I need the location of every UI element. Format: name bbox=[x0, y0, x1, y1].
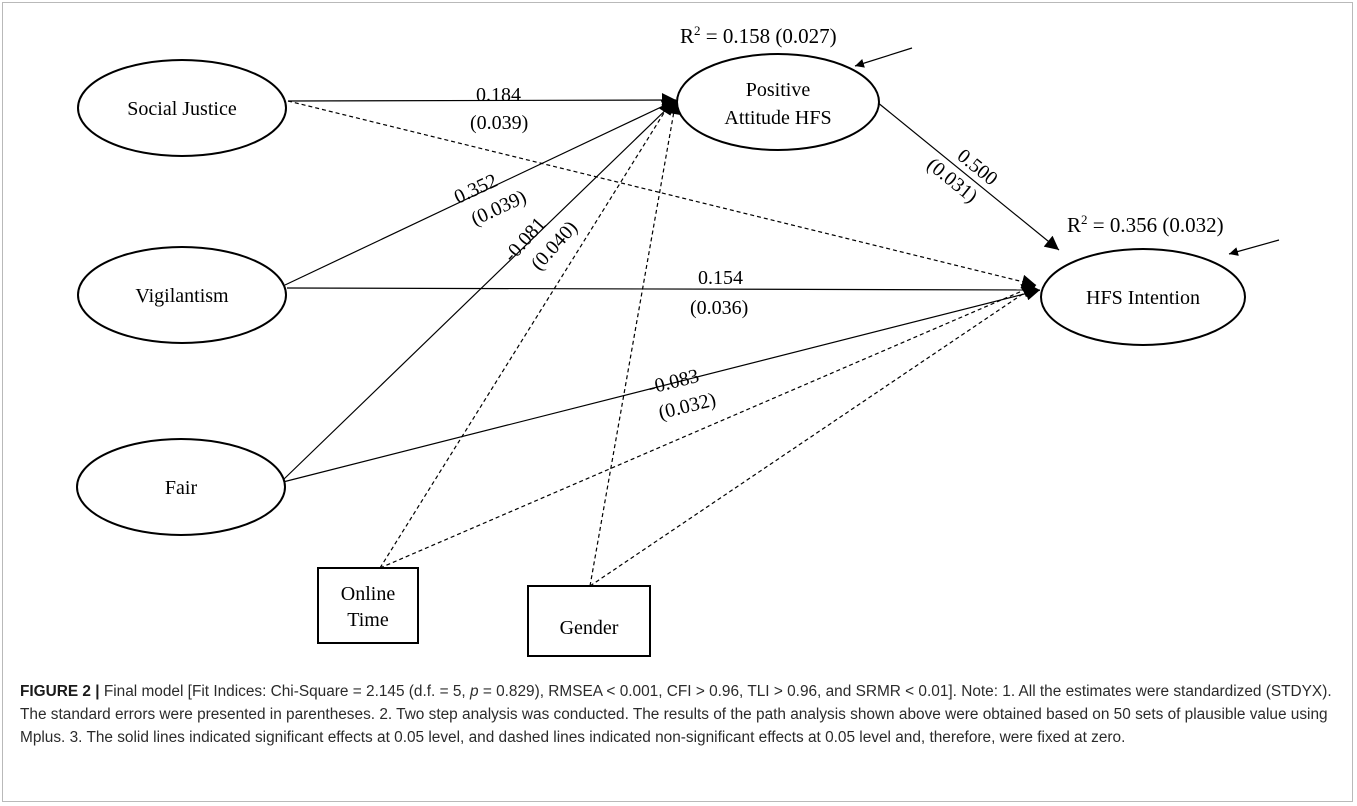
node-online-time-label-1: Online bbox=[341, 583, 396, 605]
se-social-to-attitude: (0.039) bbox=[470, 112, 528, 134]
path-diagram: Social Justice Vigilantism Fair Positive… bbox=[76, 23, 1280, 657]
residual-attitude-arrow bbox=[854, 47, 913, 68]
label-vigil-to-attitude: 0.352 (0.039) bbox=[451, 170, 530, 231]
r2-hfs-intention-value: = 0.356 (0.032) bbox=[1088, 213, 1224, 237]
node-hfs-intention-label: HFS Intention bbox=[1086, 287, 1200, 309]
node-gender bbox=[527, 585, 651, 657]
node-fair bbox=[76, 438, 286, 536]
node-vigilantism-label: Vigilantism bbox=[135, 285, 229, 307]
path-online-to-attitude bbox=[379, 99, 673, 569]
caption-p-symbol: p bbox=[469, 683, 479, 700]
node-positive-attitude bbox=[676, 53, 880, 151]
label-fair-to-intention: -0.083 (0.032) bbox=[646, 365, 718, 424]
coef-vigil-to-intention: 0.154 bbox=[698, 267, 743, 289]
path-gender-to-attitude bbox=[589, 99, 681, 587]
residual-intention-arrow bbox=[1228, 239, 1280, 256]
figure-caption: FIGURE 2 | Final model [Fit Indices: Chi… bbox=[20, 680, 1335, 749]
path-gender-to-intention bbox=[589, 284, 1037, 587]
r2-positive-attitude: R2 = 0.158 (0.027) bbox=[680, 23, 837, 48]
node-social-justice-label: Social Justice bbox=[127, 98, 237, 120]
r2-positive-attitude-exp: 2 bbox=[694, 23, 701, 38]
node-fair-label: Fair bbox=[165, 477, 198, 499]
r2-positive-attitude-value: = 0.158 (0.027) bbox=[701, 24, 837, 48]
node-vigilantism bbox=[77, 246, 287, 344]
caption-text-1: Final model [Fit Indices: Chi-Square = 2… bbox=[99, 683, 470, 700]
node-positive-attitude-label-2: Attitude HFS bbox=[724, 107, 831, 129]
caption-text-2: = 0.829), RMSEA < 0.001, CFI > 0.96, TLI… bbox=[20, 683, 1332, 746]
path-online-to-intention bbox=[379, 284, 1037, 569]
node-social-justice bbox=[77, 59, 287, 157]
path-attitude-to-intention bbox=[876, 101, 1060, 251]
node-hfs-intention bbox=[1040, 248, 1246, 346]
path-social-to-attitude bbox=[287, 93, 677, 108]
path-vigil-to-attitude bbox=[284, 99, 677, 286]
path-fair-to-attitude bbox=[282, 99, 677, 481]
path-vigil-to-intention bbox=[286, 282, 1041, 297]
node-online-time-label-2: Time bbox=[347, 609, 389, 631]
node-gender-label: Gender bbox=[560, 617, 619, 639]
path-fair-to-intention bbox=[282, 286, 1041, 483]
path-social-to-intention bbox=[287, 100, 1037, 289]
node-online-time bbox=[317, 567, 419, 644]
se-vigil-to-intention: (0.036) bbox=[690, 297, 748, 319]
r2-hfs-intention-exp: 2 bbox=[1081, 212, 1088, 227]
node-positive-attitude-label-1: Positive bbox=[746, 79, 811, 101]
caption-label: FIGURE 2 | bbox=[20, 683, 100, 700]
r2-positive-attitude-prefix: R bbox=[680, 24, 694, 48]
r2-hfs-intention-prefix: R bbox=[1067, 213, 1081, 237]
coef-social-to-attitude: 0.184 bbox=[476, 84, 521, 106]
r2-hfs-intention: R2 = 0.356 (0.032) bbox=[1067, 212, 1224, 237]
